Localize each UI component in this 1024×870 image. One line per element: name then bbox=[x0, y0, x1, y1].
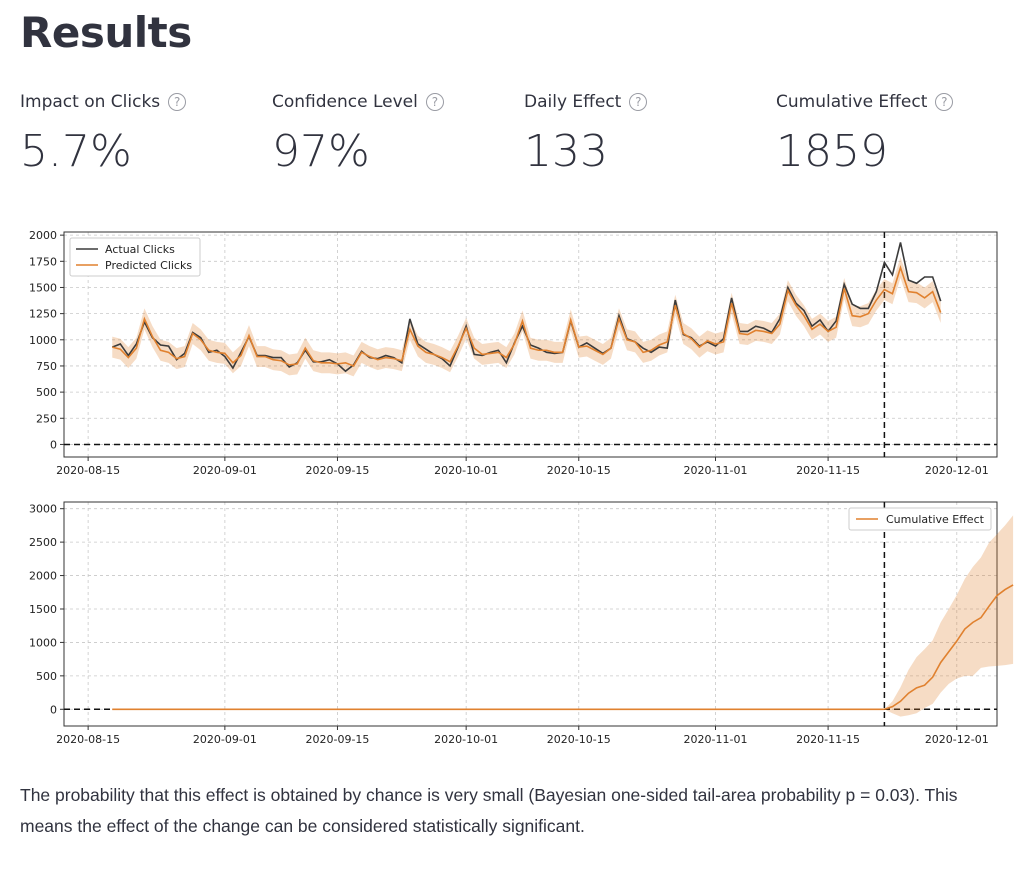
metric-value: 97% bbox=[272, 126, 370, 177]
y-tick-label: 2000 bbox=[29, 570, 57, 583]
metric-value: 5.7% bbox=[20, 126, 132, 177]
metric-cumulative-effect: Cumulative Effect ? 1859 bbox=[776, 92, 1016, 177]
y-tick-label: 2000 bbox=[29, 229, 57, 242]
page-title: Results bbox=[20, 8, 192, 57]
legend-label: Predicted Clicks bbox=[105, 259, 192, 272]
legend-box bbox=[69, 237, 201, 277]
y-tick-label: 250 bbox=[36, 412, 57, 425]
y-tick-label: 750 bbox=[36, 360, 57, 373]
metric-impact: Impact on Clicks ? 5.7% bbox=[20, 92, 260, 177]
y-tick-label: 2500 bbox=[29, 536, 57, 549]
metric-confidence: Confidence Level ? 97% bbox=[272, 92, 512, 177]
metric-label: Daily Effect ? bbox=[524, 92, 764, 112]
legend: Actual Clicks Predicted Clicks bbox=[69, 237, 201, 277]
metric-daily-effect: Daily Effect ? 133 bbox=[524, 92, 764, 177]
grid bbox=[64, 502, 997, 726]
x-tick-label: 2020-10-01 bbox=[434, 733, 498, 746]
metric-value: 133 bbox=[524, 126, 608, 177]
x-tick-label: 2020-08-15 bbox=[56, 733, 120, 746]
question-circle-icon[interactable]: ? bbox=[425, 93, 444, 111]
metric-label: Confidence Level ? bbox=[272, 92, 512, 112]
question-circle-icon[interactable]: ? bbox=[629, 93, 648, 111]
predicted-clicks-line bbox=[112, 264, 942, 367]
x-tick-label: 2020-10-15 bbox=[547, 464, 611, 477]
cumulative-interval-band bbox=[884, 515, 1014, 717]
summary-text: The probability that this effect is obta… bbox=[20, 785, 958, 836]
x-tick-label: 2020-09-01 bbox=[193, 464, 257, 477]
y-tick-label: 3000 bbox=[29, 503, 57, 516]
y-tick-label: 1250 bbox=[29, 308, 57, 321]
x-tick-label: 2020-09-15 bbox=[305, 464, 369, 477]
legend-label: Actual Clicks bbox=[105, 243, 175, 256]
y-tick-label: 500 bbox=[36, 386, 57, 399]
y-tick-label: 1750 bbox=[29, 255, 57, 268]
x-tick-label: 2020-10-15 bbox=[547, 733, 611, 746]
legend-box bbox=[848, 507, 992, 531]
y-tick-label: 0 bbox=[50, 438, 57, 451]
x-tick-label: 2020-11-01 bbox=[684, 464, 748, 477]
x-tick-label: 2020-09-01 bbox=[193, 733, 257, 746]
y-tick-label: 1500 bbox=[29, 281, 57, 294]
x-tick-label: 2020-10-01 bbox=[434, 464, 498, 477]
metric-label-text: Confidence Level bbox=[272, 92, 418, 112]
metric-label-text: Daily Effect bbox=[524, 92, 622, 112]
x-tick-label: 2020-08-15 bbox=[56, 464, 120, 477]
y-tick-label: 500 bbox=[36, 670, 57, 683]
x-tick-label: 2020-12-01 bbox=[925, 464, 989, 477]
question-circle-icon[interactable]: ? bbox=[168, 93, 187, 111]
legend: Cumulative Effect bbox=[848, 507, 992, 531]
metric-label: Cumulative Effect ? bbox=[776, 92, 1016, 112]
cumulative-effect-chart: 0 500 1000 1500 2000 2500 3000 2020-08-15 2020-0… bbox=[29, 501, 1014, 746]
x-tick-label: 2020-11-01 bbox=[684, 733, 748, 746]
x-tick-label: 2020-11-15 bbox=[796, 733, 860, 746]
metric-label-text: Impact on Clicks bbox=[20, 92, 161, 112]
metric-value: 1859 bbox=[776, 126, 888, 177]
x-tick-label: 2020-09-15 bbox=[305, 733, 369, 746]
metric-label: Impact on Clicks ? bbox=[20, 92, 260, 112]
legend-label: Cumulative Effect bbox=[886, 513, 985, 526]
cumulative-effect-line bbox=[884, 584, 1014, 711]
y-tick-label: 0 bbox=[50, 703, 57, 716]
grid bbox=[64, 232, 997, 457]
plot-frame bbox=[63, 231, 998, 458]
y-tick-label: 1000 bbox=[29, 334, 57, 347]
y-tick-label: 1500 bbox=[29, 603, 57, 616]
x-tick-label: 2020-12-01 bbox=[925, 733, 989, 746]
actual-vs-predicted-chart: 0 250 500 750 1000 1250 1500 1750 2000 2020-08-15… bbox=[29, 229, 998, 477]
question-circle-icon[interactable]: ? bbox=[935, 93, 954, 111]
x-tick-label: 2020-11-15 bbox=[796, 464, 860, 477]
metric-label-text: Cumulative Effect bbox=[776, 92, 928, 112]
plot-frame bbox=[63, 501, 998, 727]
y-tick-label: 1000 bbox=[29, 636, 57, 649]
